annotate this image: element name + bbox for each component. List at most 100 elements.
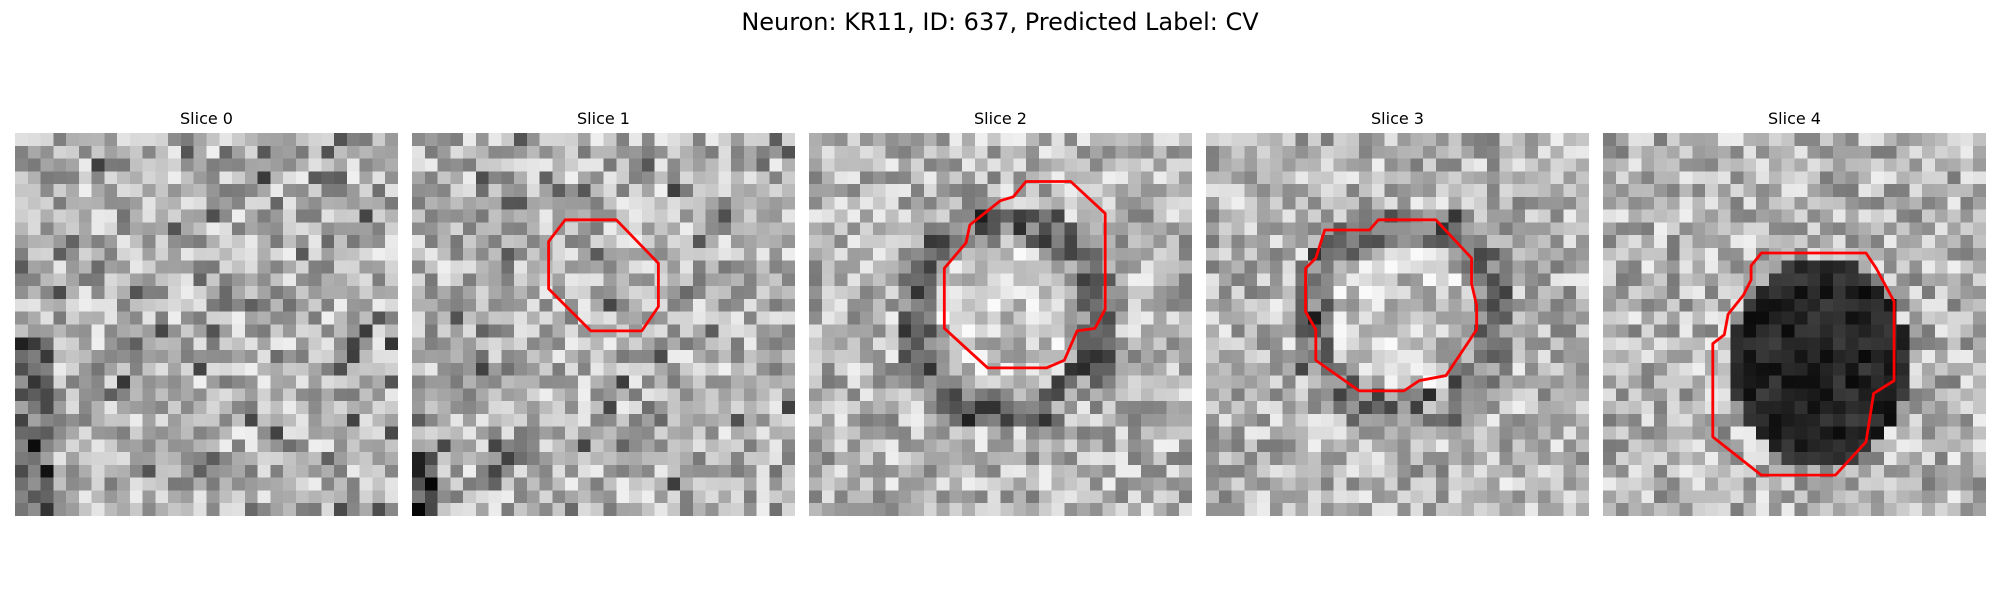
pixel-cell — [1499, 286, 1513, 300]
pixel-cell — [1423, 350, 1437, 364]
pixel-cell — [962, 184, 976, 198]
pixel-cell — [424, 375, 438, 389]
pixel-cell — [1845, 375, 1859, 389]
pixel-cell — [27, 477, 41, 491]
pixel-cell — [1576, 158, 1589, 172]
pixel-cell — [308, 439, 322, 453]
pixel-cell — [1102, 464, 1116, 478]
pixel-cell — [526, 464, 540, 478]
pixel-cell — [1960, 247, 1974, 261]
pixel-cell — [1537, 350, 1551, 364]
pixel-cell — [974, 235, 988, 249]
pixel-cell — [1486, 477, 1500, 491]
pixel-cell — [1550, 158, 1564, 172]
pixel-cell — [949, 171, 963, 185]
pixel-cell — [872, 337, 886, 351]
pixel-cell — [782, 311, 795, 325]
pixel-cell — [1717, 222, 1731, 236]
pixel-cell — [1359, 490, 1373, 504]
pixel-cell — [1499, 490, 1513, 504]
pixel-cell — [629, 337, 643, 351]
pixel-cell — [1628, 158, 1642, 172]
pixel-cell — [1206, 311, 1220, 325]
pixel-cell — [1231, 260, 1245, 274]
pixel-cell — [1730, 145, 1744, 159]
pixel-cell — [1128, 286, 1142, 300]
pixel-cell — [860, 273, 874, 287]
pixel-cell — [1512, 362, 1526, 376]
pixel-cell — [53, 452, 67, 466]
pixel-cell — [1371, 324, 1385, 338]
pixel-cell — [577, 145, 591, 159]
pixel-cell — [629, 413, 643, 427]
pixel-cell — [372, 286, 386, 300]
pixel-cell — [821, 222, 835, 236]
pixel-cell — [577, 235, 591, 249]
pixel-cell — [1692, 324, 1706, 338]
pixel-cell — [1153, 286, 1167, 300]
pixel-cell — [1013, 503, 1027, 516]
pixel-cell — [1371, 490, 1385, 504]
pixel-cell — [1026, 209, 1040, 223]
pixel-cell — [1244, 413, 1258, 427]
pixel-cell — [1756, 503, 1770, 516]
pixel-cell — [1423, 439, 1437, 453]
pixel-cell — [526, 337, 540, 351]
pixel-cell — [244, 235, 258, 249]
pixel-cell — [424, 184, 438, 198]
pixel-cell — [1576, 247, 1589, 261]
pixel-cell — [1359, 439, 1373, 453]
pixel-cell — [78, 413, 92, 427]
pixel-cell — [885, 362, 899, 376]
pixel-cell — [1537, 490, 1551, 504]
pixel-cell — [206, 350, 220, 364]
pixel-cell — [1641, 401, 1655, 415]
slice-panel-3: Slice 3 — [1206, 108, 1589, 516]
pixel-cell — [1295, 464, 1309, 478]
pixel-cell — [1909, 171, 1923, 185]
pixel-cell — [66, 337, 80, 351]
pixel-cell — [718, 298, 732, 312]
pixel-cell — [1768, 298, 1782, 312]
pixel-cell — [450, 209, 464, 223]
pixel-cell — [1615, 222, 1629, 236]
pixel-cell — [1064, 464, 1078, 478]
pixel-cell — [885, 324, 899, 338]
pixel-cell — [1525, 362, 1539, 376]
pixel-cell — [1384, 324, 1398, 338]
pixel-cell — [577, 184, 591, 198]
pixel-cell — [270, 464, 284, 478]
pixel-cell — [552, 196, 566, 210]
pixel-cell — [1922, 401, 1936, 415]
pixel-cell — [180, 158, 194, 172]
pixel-cell — [321, 324, 335, 338]
pixel-cell — [1206, 362, 1220, 376]
pixel-cell — [860, 171, 874, 185]
pixel-cell — [1166, 235, 1180, 249]
pixel-cell — [168, 260, 182, 274]
pixel-cell — [514, 490, 528, 504]
pixel-cell — [1756, 477, 1770, 491]
pixel-cell — [1486, 209, 1500, 223]
pixel-cell — [1333, 145, 1347, 159]
pixel-cell — [1896, 452, 1910, 466]
pixel-cell — [1359, 171, 1373, 185]
pixel-cell — [1244, 298, 1258, 312]
pixel-cell — [821, 490, 835, 504]
pixel-cell — [654, 196, 668, 210]
pixel-cell — [66, 362, 80, 376]
pixel-cell — [769, 286, 783, 300]
pixel-cell — [577, 337, 591, 351]
pixel-cell — [334, 222, 348, 236]
pixel-cell — [1179, 413, 1192, 427]
pixel-cell — [1666, 171, 1680, 185]
pixel-cell — [1153, 439, 1167, 453]
pixel-cell — [1115, 452, 1129, 466]
pixel-cell — [1679, 388, 1693, 402]
pixel-cell — [412, 324, 426, 338]
pixel-cell — [1089, 401, 1103, 415]
pixel-cell — [193, 235, 207, 249]
pixel-cell — [1858, 222, 1872, 236]
pixel-cell — [283, 375, 297, 389]
pixel-cell — [860, 235, 874, 249]
